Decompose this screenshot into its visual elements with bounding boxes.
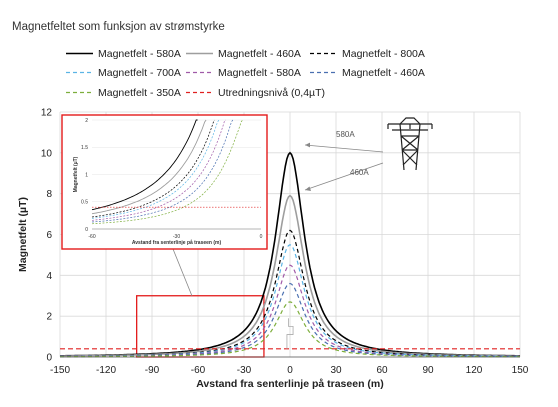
inset-x-axis-title: Avstand fra senterlinje på traseen (m) <box>132 239 222 246</box>
annotations-layer: 580A 460A <box>304 130 384 191</box>
y-tick-label: 10 <box>41 148 53 159</box>
inset-chart: 0 0.5 1 1.5 2 -60 -30 0 Avstand fra senterlinje … <box>61 114 268 250</box>
y-axis-title: Magnetfelt (µT) <box>17 197 29 272</box>
x-axis-title: Avstand fra senterlinje på traseen (m) <box>196 378 384 390</box>
pylon-icon <box>387 117 433 171</box>
inset-series-line-7 <box>91 119 243 225</box>
annotation-arrow-460 <box>304 162 384 191</box>
inset-series-line-3 <box>91 119 215 218</box>
inset-y-tick-label: 1 <box>85 172 88 178</box>
x-tick-label: 60 <box>376 365 388 376</box>
x-tick-label: -60 <box>191 365 206 376</box>
x-tick-label: 120 <box>466 365 483 376</box>
inset-series-line-4 <box>91 119 220 219</box>
zoom-connector <box>172 248 193 297</box>
x-tick-label: 0 <box>287 365 293 376</box>
legend: Magnetfelt - 580A Magnetfelt - 460A Magnet… <box>66 48 425 99</box>
legend-label: Magnetfelt - 800A <box>342 48 425 60</box>
inset-x-tick-label: -60 <box>88 234 95 240</box>
legend-label: Utredningsnivå (0,4µT) <box>218 87 325 99</box>
inset-x-tick-label: -30 <box>173 234 180 240</box>
y-tick-label: 12 <box>41 108 53 119</box>
annotation-arrowhead-460 <box>305 186 311 191</box>
pylon-drawing <box>387 117 433 171</box>
legend-label: Magnetfelt - 700A <box>98 67 181 79</box>
legend-label: Magnetfelt - 580A <box>218 67 301 79</box>
annotation-label-460: 460A <box>350 168 369 177</box>
y-tick-label: 8 <box>46 189 52 200</box>
y-tick-label: 2 <box>46 312 52 323</box>
annotation-label-580: 580A <box>336 130 355 139</box>
series-line-4 <box>60 244 520 357</box>
x-tick-label: -150 <box>50 365 70 376</box>
x-tick-label: -90 <box>145 365 160 376</box>
y-tick-label: 6 <box>46 230 52 241</box>
x-tick-label: -30 <box>237 365 252 376</box>
inset-y-tick-label: 2 <box>85 118 88 124</box>
inset-y-axis-title: Magnetfelt (µT) <box>73 156 79 192</box>
y-tick-label: 4 <box>46 271 52 282</box>
inset-series-line-6 <box>91 119 234 223</box>
chart-title: Magnetfeltet som funksjon av strømstyrke <box>12 21 225 33</box>
inset-x-tick-label: 0 <box>260 234 263 240</box>
inset-y-tick-label: 0.5 <box>81 200 88 206</box>
center-marker <box>286 318 294 349</box>
x-tick-label: 150 <box>512 365 529 376</box>
legend-label: Magnetfelt - 460A <box>342 67 425 79</box>
inset-frame <box>61 114 268 250</box>
legend-label: Magnetfelt - 460A <box>218 48 301 60</box>
series-layer <box>59 151 521 358</box>
legend-label: Magnetfelt - 580A <box>98 48 181 60</box>
inset-series-line-2 <box>91 119 207 215</box>
legend-label: Magnetfelt - 350A <box>98 87 181 99</box>
y-tick-label: 0 <box>46 353 52 364</box>
x-tick-label: 90 <box>422 365 434 376</box>
inset-series-line-5 <box>91 119 227 221</box>
zoom-region-layer <box>136 248 265 358</box>
x-tick-label: 30 <box>330 365 342 376</box>
annotation-arrowhead-580 <box>305 142 310 148</box>
x-tick-label: -120 <box>96 365 116 376</box>
series-line-7 <box>60 301 520 358</box>
inset-y-tick-label: 1.5 <box>81 145 88 151</box>
inset-series-line-1 <box>91 119 198 211</box>
inset-y-tick-label: 0 <box>85 227 88 233</box>
annotation-arrow-580 <box>304 144 384 153</box>
